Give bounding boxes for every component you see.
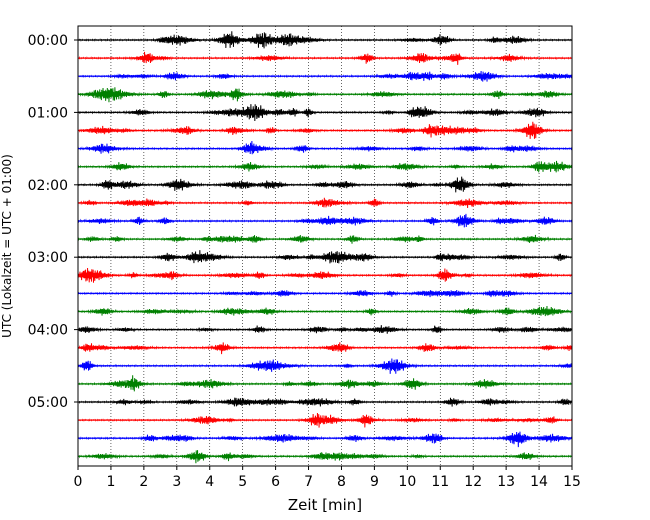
seismic-trace — [77, 289, 573, 298]
y-tick-label: 00:00 — [28, 33, 68, 49]
seismic-trace — [77, 325, 573, 334]
x-tick-label: 5 — [238, 474, 247, 490]
seismic-trace — [77, 413, 573, 428]
x-tick-label: 6 — [271, 474, 280, 490]
seismic-trace — [77, 121, 573, 139]
seismic-traces — [77, 31, 573, 464]
seismic-trace — [77, 358, 573, 374]
x-tick-label: 9 — [370, 474, 379, 490]
seismic-trace — [77, 213, 573, 228]
seismic-trace — [77, 250, 573, 264]
x-tick-label: 10 — [398, 474, 416, 490]
seismic-trace — [77, 197, 573, 208]
seismic-trace — [77, 141, 573, 155]
seismic-trace — [77, 51, 573, 65]
seismic-trace — [77, 87, 573, 103]
seismic-trace — [77, 160, 573, 173]
x-tick-label: 3 — [172, 474, 181, 490]
plot-frame — [77, 25, 573, 467]
x-tick-label: 8 — [337, 474, 346, 490]
x-tick-label: 15 — [563, 474, 581, 490]
y-axis-ticks: 00:00 01:00 02:00 03:00 04:00 05:00 — [28, 33, 78, 411]
x-axis-label: Zeit [min] — [288, 496, 362, 514]
seismic-trace — [77, 176, 573, 193]
x-tick-label: 2 — [139, 474, 148, 490]
y-tick-label: 03:00 — [28, 250, 68, 266]
seismic-trace — [77, 397, 573, 407]
seismic-trace — [77, 342, 573, 355]
x-tick-label: 4 — [205, 474, 214, 490]
y-tick-label: 05:00 — [28, 395, 68, 411]
x-tick-label: 0 — [74, 474, 83, 490]
seismic-trace — [77, 234, 573, 244]
seismic-trace — [77, 267, 573, 283]
y-tick-label: 02:00 — [28, 178, 68, 194]
seismic-trace — [77, 431, 573, 448]
y-axis-label: UTC (Lokalzeit = UTC + 01:00) — [0, 154, 14, 338]
x-axis-ticks: 0 1 2 3 4 5 6 7 8 9 10 11 12 13 14 15 — [74, 466, 581, 490]
x-tick-label: 1 — [106, 474, 115, 490]
y-tick-label: 01:00 — [28, 105, 68, 121]
seismic-trace — [77, 31, 573, 49]
grid-lines — [110, 26, 540, 466]
seismic-trace — [77, 71, 573, 82]
seismic-trace — [77, 305, 573, 317]
x-tick-label: 13 — [497, 474, 515, 490]
seismic-trace — [77, 450, 573, 464]
x-tick-label: 14 — [530, 474, 548, 490]
seismic-trace — [77, 375, 573, 392]
x-tick-label: 12 — [464, 474, 482, 490]
x-tick-label: 11 — [431, 474, 449, 490]
x-tick-label: 7 — [304, 474, 313, 490]
seismic-trace — [77, 104, 573, 122]
y-tick-label: 04:00 — [28, 323, 68, 339]
